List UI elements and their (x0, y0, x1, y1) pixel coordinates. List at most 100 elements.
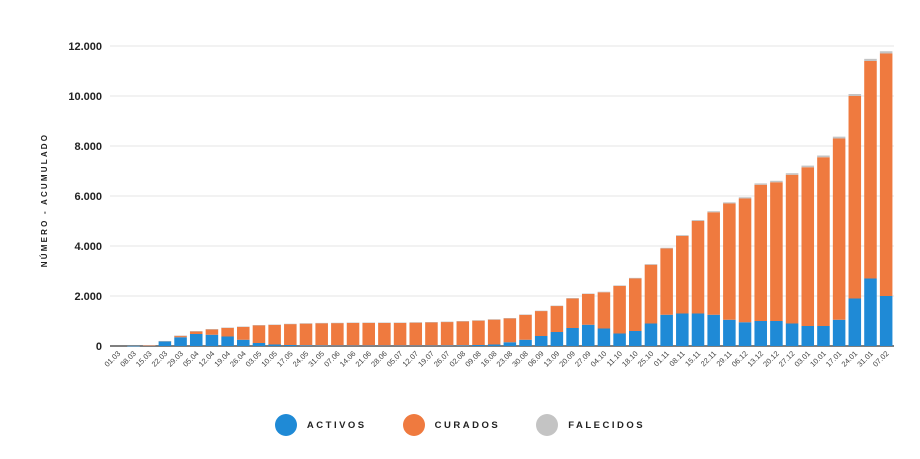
bar-activos-07.02 (879, 296, 893, 346)
bar-curados-03.05 (252, 325, 266, 343)
bar-activos-10.05 (268, 344, 281, 346)
y-tick-label: 4.000 (74, 241, 102, 253)
x-tick-label: 30.08 (510, 349, 530, 369)
bar-activos-16.08 (487, 344, 501, 346)
bar-falecidos-06.12 (738, 197, 752, 199)
legend-label-falecidos: FALECIDOS (568, 419, 646, 431)
bar-falecidos-15.11 (691, 220, 705, 221)
legend: ACTIVOS CURADOS FALECIDOS (0, 410, 920, 440)
bar-falecidos-29.11 (723, 202, 736, 204)
bar-activos-01.11 (660, 314, 673, 346)
bar-falecidos-22.11 (707, 211, 720, 213)
y-tick-label: 10.000 (68, 91, 102, 103)
bar-curados-27.12 (785, 174, 799, 324)
bar-curados-17.01 (832, 138, 846, 320)
bar-activos-30.08 (519, 339, 532, 346)
bar-activos-24.05 (299, 345, 313, 346)
bar-activos-18.10 (629, 331, 642, 346)
bar-activos-29.11 (723, 319, 736, 346)
bar-curados-20.12 (770, 182, 783, 321)
x-tick-label: 15.03 (134, 349, 154, 369)
bar-falecidos-17.01 (832, 136, 846, 139)
bar-curados-26.04 (237, 326, 250, 340)
bar-falecidos-29.03 (174, 335, 187, 337)
bar-activos-05.04 (189, 334, 203, 346)
x-tick-label: 06.12 (730, 349, 750, 369)
x-tick-label: 09.08 (463, 349, 483, 369)
bar-curados-24.01 (848, 96, 862, 299)
bar-curados-10.01 (817, 157, 830, 326)
bar-falecidos-17.05 (284, 323, 297, 325)
bar-activos-05.07 (393, 345, 407, 346)
bar-activos-22.11 (707, 314, 720, 346)
bar-activos-08.03 (127, 345, 140, 347)
bar-activos-14.06 (346, 345, 360, 346)
bar-curados-27.09 (581, 294, 595, 325)
bar-curados-15.11 (691, 221, 705, 314)
bar-falecidos-16.08 (487, 319, 501, 320)
bar-activos-08.11 (676, 313, 689, 346)
x-tick-label: 13.12 (745, 349, 765, 369)
x-tick-label: 25.10 (636, 349, 656, 369)
bar-falecidos-26.07 (440, 321, 454, 323)
bar-falecidos-27.12 (785, 173, 799, 175)
bar-activos-26.04 (237, 339, 250, 346)
bar-activos-15.11 (691, 313, 705, 346)
bar-activos-27.12 (785, 323, 799, 346)
bar-curados-23.08 (503, 318, 517, 343)
bar-activos-10.01 (817, 326, 830, 346)
x-tick-label: 20.12 (761, 349, 781, 369)
bar-curados-06.09 (534, 311, 548, 336)
legend-item-falecidos: FALECIDOS (536, 414, 645, 436)
bar-activos-13.09 (550, 332, 564, 346)
bar-falecidos-04.10 (597, 291, 611, 293)
legend-label-curados: CURADOS (434, 419, 501, 431)
bar-activos-03.05 (252, 343, 266, 346)
x-tick-label: 05.04 (181, 349, 201, 369)
bar-activos-26.07 (440, 345, 454, 347)
bar-falecidos-24.01 (848, 94, 862, 96)
bar-curados-10.05 (268, 324, 281, 345)
bar-activos-28.06 (378, 345, 391, 346)
bar-activos-04.10 (597, 328, 611, 346)
x-tick-label: 24.05 (291, 349, 311, 369)
bar-activos-31.01 (864, 278, 877, 346)
bar-curados-13.09 (550, 306, 564, 332)
bar-falecidos-20.09 (566, 298, 579, 299)
bar-curados-19.04 (221, 327, 234, 337)
bar-curados-07.02 (879, 53, 893, 296)
bar-curados-15.03 (142, 345, 156, 346)
x-tick-label: 08.11 (667, 349, 686, 368)
x-tick-label: 23.08 (495, 349, 515, 369)
bar-activos-06.12 (738, 322, 752, 346)
bar-activos-21.06 (362, 345, 375, 346)
bar-falecidos-09.08 (472, 320, 485, 321)
bar-curados-14.06 (346, 322, 360, 346)
x-tick-label: 17.01 (824, 349, 844, 369)
bar-activos-12.04 (205, 334, 219, 346)
x-tick-label: 11.10 (605, 349, 624, 368)
x-tick-label: 20.09 (557, 349, 577, 369)
bar-activos-02.08 (456, 345, 470, 346)
x-tick-label: 28.06 (369, 349, 389, 369)
x-tick-label: 01.03 (103, 349, 123, 369)
x-tick-label: 27.12 (777, 349, 797, 369)
x-tick-label: 21.06 (353, 349, 373, 369)
bar-curados-11.10 (613, 286, 626, 334)
x-tick-label: 14.06 (338, 349, 358, 369)
bar-falecidos-19.07 (425, 322, 438, 323)
bar-curados-16.08 (487, 319, 501, 345)
bar-curados-08.11 (676, 236, 689, 314)
x-tick-label: 05.07 (385, 349, 405, 369)
legend-swatch-curados (402, 414, 425, 436)
bar-falecidos-23.08 (503, 318, 517, 319)
y-tick-label: 6.000 (74, 191, 102, 203)
bar-falecidos-12.04 (205, 329, 219, 330)
bar-curados-02.08 (456, 321, 470, 346)
bar-falecidos-13.09 (550, 305, 564, 307)
bar-falecidos-30.08 (519, 314, 532, 315)
x-tick-label: 15.11 (683, 349, 702, 368)
y-tick-label: 8.000 (74, 141, 102, 153)
bar-curados-09.08 (472, 320, 485, 345)
bar-curados-05.04 (189, 331, 203, 334)
